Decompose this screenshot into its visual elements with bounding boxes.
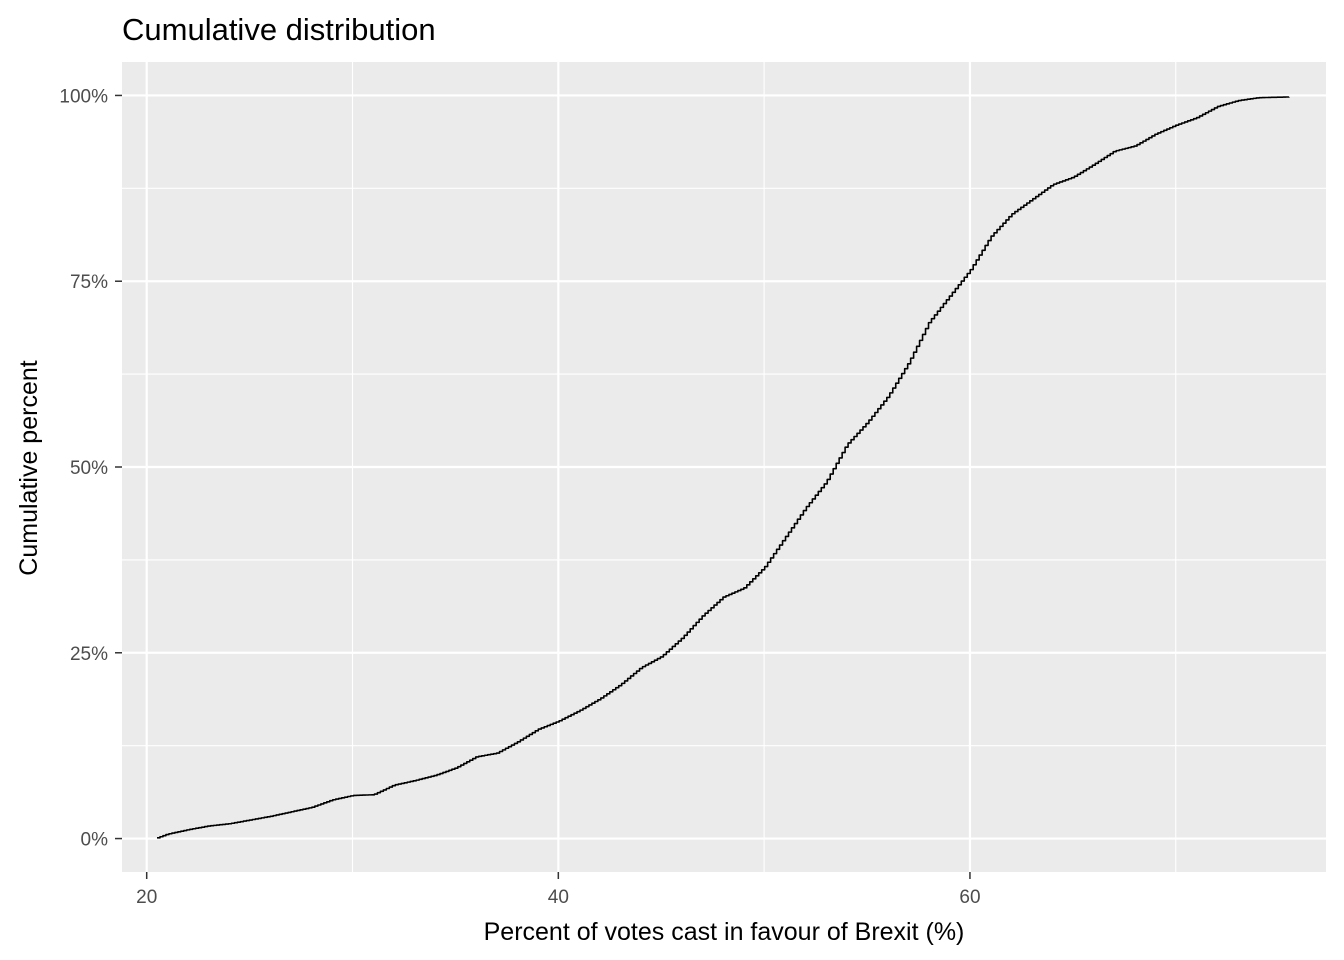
y-tick-label: 50% — [70, 458, 108, 479]
y-tick-label: 25% — [70, 644, 108, 665]
x-tick-label: 20 — [136, 887, 157, 908]
major-grid — [122, 62, 1326, 872]
x-axis: 20 40 60 — [136, 872, 981, 908]
chart-title: Cumulative distribution — [122, 12, 436, 47]
y-axis: 0% 25% 50% 75% 100% — [59, 86, 122, 851]
x-tick-label: 40 — [548, 887, 569, 908]
y-tick-label: 75% — [70, 272, 108, 293]
x-tick-label: 60 — [959, 887, 980, 908]
y-tick-label: 0% — [81, 830, 109, 851]
x-axis-title: Percent of votes cast in favour of Brexi… — [484, 918, 965, 946]
cdf-line — [156, 96, 1290, 839]
y-axis-title: Cumulative percent — [15, 360, 43, 575]
y-tick-label: 100% — [59, 86, 108, 107]
